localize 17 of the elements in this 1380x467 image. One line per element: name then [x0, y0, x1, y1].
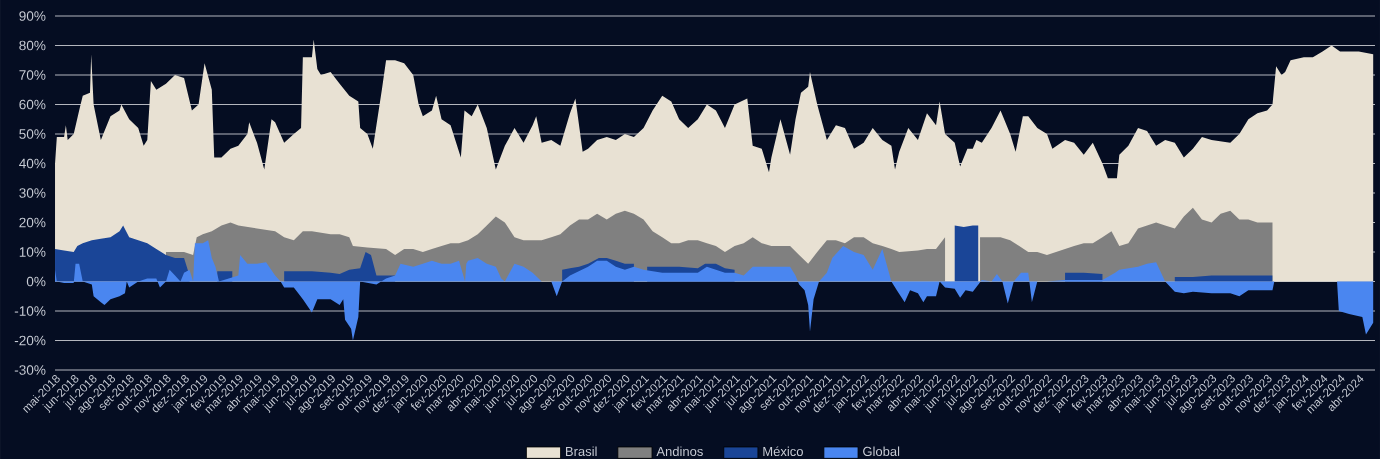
y-tick-label: 90% [19, 11, 46, 21]
legend-label: México [763, 446, 803, 457]
y-tick-label: 0% [26, 276, 46, 287]
y-tick-label: 10% [19, 247, 46, 257]
y-tick-label: -30% [14, 365, 46, 375]
legend-label: Brasil [566, 446, 597, 457]
y-tick-label: -10% [14, 306, 46, 316]
y-tick-label: -20% [14, 335, 46, 346]
legend-label: Global [863, 446, 900, 457]
y-tick-label: 20% [19, 217, 46, 228]
y-tick-label: 80% [19, 40, 46, 51]
y-tick-label: 40% [19, 158, 46, 169]
y-tick-label: 50% [19, 129, 46, 139]
y-tick-label: 70% [19, 70, 46, 80]
legend-label: Andinos [656, 446, 703, 457]
y-tick-label: 30% [19, 188, 46, 198]
y-tick-label: 60% [19, 99, 46, 110]
